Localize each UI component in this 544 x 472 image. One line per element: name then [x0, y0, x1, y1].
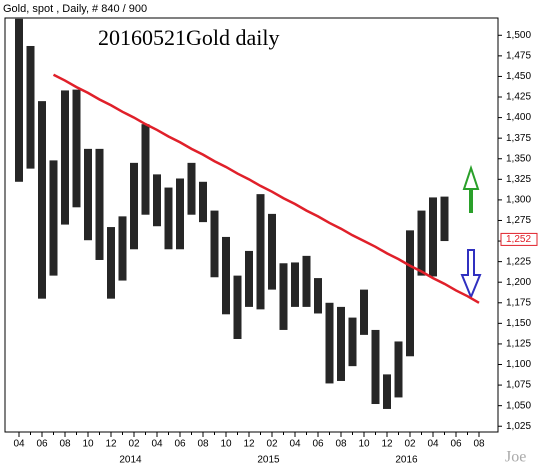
- x-tick-label: 12: [243, 439, 255, 450]
- y-tick-label: 1,225: [506, 256, 531, 267]
- price-range: [440, 196, 449, 242]
- x-tick-label: 08: [335, 439, 347, 450]
- x-tick-label: 04: [427, 439, 439, 450]
- price-range: [394, 341, 403, 398]
- up-arrow: [462, 164, 480, 213]
- price-range: [176, 178, 184, 250]
- x-tick-label: 06: [36, 439, 48, 450]
- price-range: [314, 278, 322, 314]
- x-tick-label: 02: [128, 439, 140, 450]
- price-range: [164, 187, 173, 250]
- y-tick-label: 1,350: [506, 153, 531, 164]
- last-price-label: 1,252: [506, 234, 531, 245]
- y-tick-label: 1,300: [506, 195, 531, 206]
- y-tick-label: 1,325: [506, 174, 531, 185]
- header: Gold, spot , Daily, # 840 / 900: [3, 3, 147, 15]
- price-range: [15, 18, 23, 182]
- price-range: [26, 45, 35, 169]
- x-tick-label: 12: [105, 439, 117, 450]
- last-price-box: [500, 232, 538, 246]
- x-tick-label: 12: [381, 439, 393, 450]
- price-range: [233, 275, 242, 339]
- y-tick-label: 1,150: [506, 318, 531, 329]
- price-range: [210, 210, 219, 278]
- x-tick-label: 06: [174, 439, 186, 450]
- x-tick-label: 02: [404, 439, 416, 450]
- y-tick-label: 1,425: [506, 92, 531, 103]
- x-tick-label: 06: [450, 439, 462, 450]
- x-tick-label: 04: [151, 439, 163, 450]
- x-tick-label: 10: [82, 439, 94, 450]
- x-tick-label: 08: [197, 439, 209, 450]
- y-tick-label: 1,175: [506, 297, 531, 308]
- watermark: Joe: [505, 449, 526, 466]
- price-range: [245, 250, 253, 307]
- price-range: [256, 194, 265, 310]
- down-arrow: [460, 249, 482, 300]
- trend-line: [52, 73, 480, 304]
- price-range: [107, 227, 115, 299]
- x-tick-label: 06: [312, 439, 324, 450]
- price-range: [199, 181, 207, 223]
- x-tick-label: 02: [266, 439, 278, 450]
- chart-title: 20160521Gold daily: [98, 25, 280, 50]
- y-tick-label: 1,375: [506, 133, 531, 144]
- y-tick-label: 1,050: [506, 400, 531, 411]
- price-range: [291, 262, 299, 307]
- x-tick-label: 04: [13, 439, 25, 450]
- price-range: [222, 236, 230, 315]
- y-tick-label: 1,075: [506, 380, 531, 391]
- x-tick-label: 10: [358, 439, 370, 450]
- price-range: [371, 329, 380, 405]
- y-tick-label: 1,400: [506, 112, 531, 123]
- y-tick-label: 1,125: [506, 339, 531, 350]
- y-tick-label: 1,100: [506, 359, 531, 370]
- y-tick-label: 1,200: [506, 277, 531, 288]
- x-tick-label: 04: [289, 439, 301, 450]
- year-label: 2016: [395, 455, 418, 466]
- price-range: [141, 124, 150, 215]
- price-range: [187, 162, 196, 215]
- plot-frame: [4, 17, 499, 433]
- price-range: [325, 302, 334, 384]
- price-range: [383, 374, 391, 409]
- price-range: [130, 162, 138, 250]
- price-range: [49, 160, 58, 276]
- price-range: [406, 230, 414, 357]
- price-range: [72, 89, 81, 208]
- price-range: [337, 306, 345, 381]
- price-range: [268, 213, 276, 290]
- price-range: [360, 289, 368, 335]
- y-tick-label: 1,450: [506, 71, 531, 82]
- price-range: [118, 216, 127, 281]
- price-range: [38, 101, 46, 299]
- price-range: [279, 263, 288, 330]
- x-tick-label: 10: [220, 439, 232, 450]
- price-range: [153, 174, 161, 227]
- x-tick-label: 08: [59, 439, 71, 450]
- price-range: [61, 90, 69, 225]
- y-tick-label: 1,475: [506, 51, 531, 62]
- x-tick-label: 08: [473, 439, 485, 450]
- year-label: 2015: [257, 455, 280, 466]
- y-tick-label: 1,025: [506, 421, 531, 432]
- y-tick-label: 1,500: [506, 30, 531, 41]
- price-range: [429, 197, 437, 277]
- price-range: [95, 148, 104, 260]
- price-range: [348, 317, 357, 367]
- price-range: [302, 255, 311, 307]
- price-range: [417, 210, 426, 276]
- price-range: [84, 148, 92, 241]
- y-tick-label: 1,275: [506, 215, 531, 226]
- year-label: 2014: [119, 455, 142, 466]
